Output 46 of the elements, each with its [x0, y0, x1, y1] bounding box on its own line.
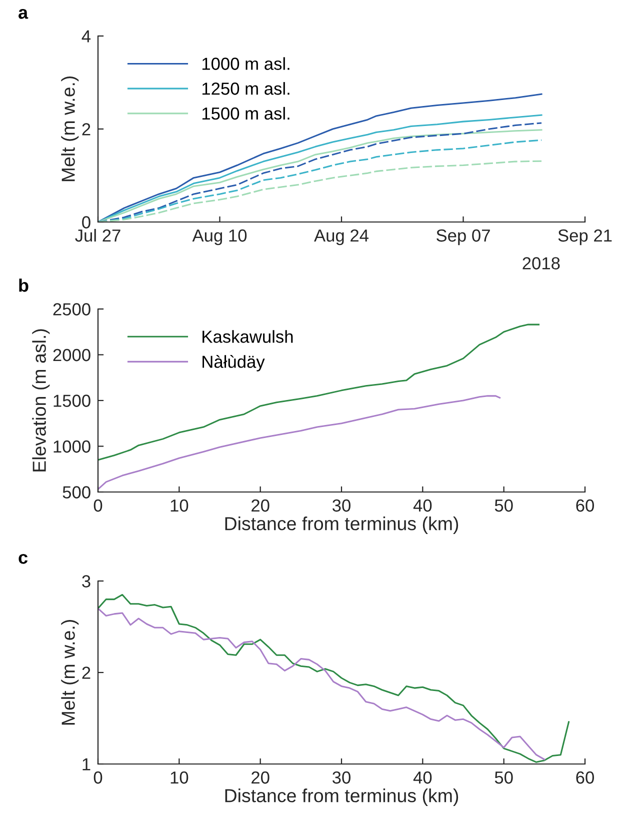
y-axis-title: Melt (m w.e.)	[61, 620, 79, 725]
y-tick-label: 1500	[54, 394, 90, 407]
x-axis-title: Distance from terminus (km)	[225, 788, 458, 806]
y-tick-label: 2	[82, 666, 90, 679]
legend-label: 1000 m asl.	[202, 57, 290, 70]
x-tick-label: 50	[494, 771, 513, 784]
line-series	[98, 395, 501, 490]
text: 2018	[522, 257, 560, 270]
chart-title: c	[18, 554, 28, 564]
x-tick-label: Sep 07	[436, 229, 490, 246]
chart-title: a	[18, 8, 28, 19]
y-tick-label: 0	[82, 216, 90, 228]
x-tick-label: 50	[494, 499, 513, 512]
y-tick-label: 1	[82, 758, 90, 770]
x-tick-label: 30	[332, 499, 350, 512]
x-tick-label: 30	[332, 771, 350, 784]
y-axis-title: Melt (m w.e.)	[61, 76, 79, 182]
legend-label: Nàłùdäy	[202, 354, 265, 372]
x-tick-label: 0	[94, 499, 102, 512]
x-axis-title: Distance from terminus (km)	[225, 516, 458, 534]
x-tick-label: 10	[170, 499, 188, 512]
legend-label: 1250 m asl.	[202, 82, 290, 95]
x-tick-label: Aug 10	[192, 229, 247, 246]
chart-title: b	[19, 278, 28, 292]
x-tick-label: 60	[576, 771, 594, 784]
y-tick-label: 500	[62, 486, 90, 498]
y-tick-label: 1000	[54, 440, 90, 453]
x-tick-label: 60	[576, 499, 594, 512]
x-tick-label: 0	[94, 771, 102, 784]
x-tick-label: 20	[252, 771, 270, 784]
y-tick-label: 2500	[53, 303, 90, 316]
y-tick-label: 4	[82, 30, 91, 42]
legend-label: Kaskawulsh	[202, 330, 293, 343]
x-tick-label: 40	[413, 771, 432, 784]
legend-label: 1500 m asl.	[202, 106, 290, 120]
y-tick-label: 3	[82, 575, 90, 588]
line-series	[98, 324, 540, 461]
y-tick-label: 2000	[53, 348, 90, 362]
x-tick-label: 40	[413, 499, 432, 512]
x-tick-label: 20	[252, 499, 270, 512]
y-axis-title: Elevation (m asl.)	[32, 329, 50, 472]
x-tick-label: Sep 21	[558, 229, 612, 246]
x-tick-label: Jul 27	[75, 228, 120, 242]
x-tick-label: Aug 24	[314, 229, 369, 246]
x-tick-label: 10	[170, 771, 188, 784]
y-tick-label: 2	[82, 123, 90, 136]
